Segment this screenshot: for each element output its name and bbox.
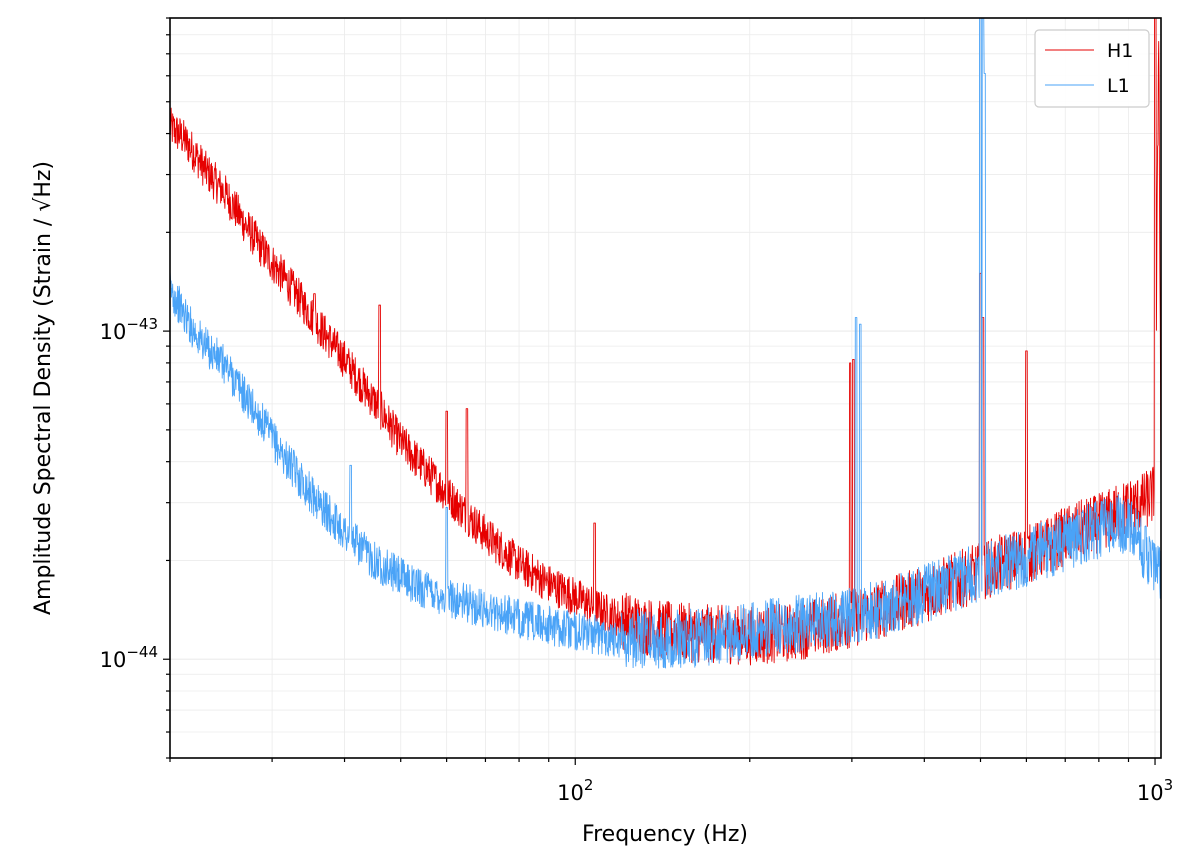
series-line-l1: [170, 18, 1161, 669]
legend-box: [1034, 29, 1150, 108]
y-axis-label: Amplitude Spectral Density (Strain / √Hz…: [31, 161, 56, 615]
ticks: 102 103 10−44 10−43: [100, 17, 1173, 805]
legend: H1 L1: [1034, 29, 1150, 108]
y-tick-label: 10−44: [100, 643, 158, 672]
grid: [169, 17, 1161, 759]
legend-label-h1: H1: [1107, 40, 1133, 62]
series-line-h1: [170, 18, 1161, 666]
y-tick-label: 10−43: [100, 315, 158, 344]
x-tick-label: 103: [1137, 776, 1173, 805]
plot-frame: [169, 17, 1162, 759]
legend-label-l1: L1: [1107, 75, 1130, 97]
x-axis-label: Frequency (Hz): [582, 822, 748, 847]
series-layer: [170, 18, 1161, 669]
x-tick-label: 102: [557, 776, 593, 805]
